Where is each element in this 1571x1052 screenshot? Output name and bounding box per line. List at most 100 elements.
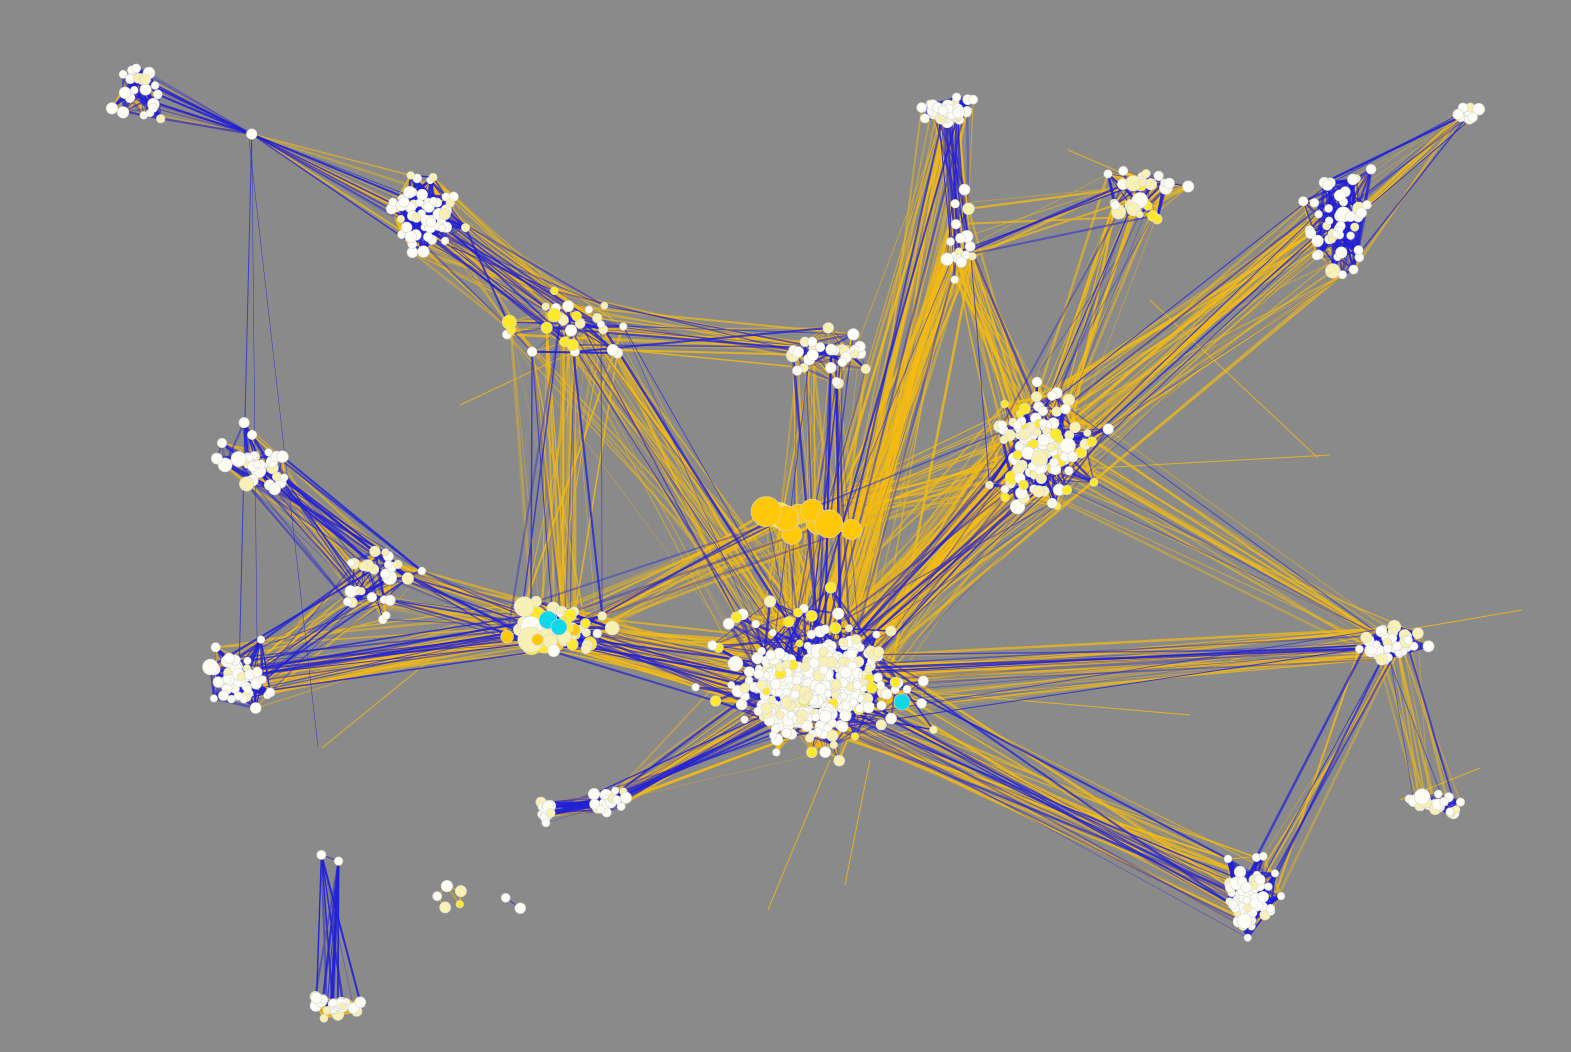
graph-node[interactable] <box>148 103 158 113</box>
graph-node[interactable] <box>393 559 403 570</box>
graph-node[interactable] <box>885 625 897 637</box>
graph-node[interactable] <box>850 732 860 741</box>
graph-node[interactable] <box>1365 164 1377 175</box>
graph-node[interactable] <box>940 252 954 266</box>
graph-node[interactable] <box>818 665 829 675</box>
graph-node[interactable] <box>1102 423 1114 435</box>
graph-node[interactable] <box>885 712 897 725</box>
graph-node[interactable] <box>876 700 887 711</box>
graph-node[interactable] <box>612 795 622 805</box>
graph-node[interactable] <box>581 628 591 638</box>
graph-node[interactable] <box>1353 245 1364 255</box>
graph-node[interactable] <box>1144 178 1157 191</box>
graph-node[interactable] <box>811 712 821 722</box>
graph-node[interactable] <box>398 196 410 208</box>
graph-node[interactable] <box>781 727 792 739</box>
graph-node[interactable] <box>1362 200 1372 210</box>
graph-node[interactable] <box>1243 933 1252 942</box>
graph-node[interactable] <box>850 634 862 645</box>
graph-node[interactable] <box>596 320 605 329</box>
graph-node[interactable] <box>1018 428 1031 441</box>
graph-node[interactable] <box>985 480 994 490</box>
graph-node[interactable] <box>140 74 151 86</box>
graph-node[interactable] <box>757 646 766 656</box>
graph-node[interactable] <box>1037 433 1050 447</box>
graph-node[interactable] <box>152 89 163 100</box>
graph-node[interactable] <box>837 357 848 368</box>
graph-node[interactable] <box>541 818 551 828</box>
graph-node[interactable] <box>150 81 160 90</box>
graph-node[interactable] <box>805 610 818 622</box>
graph-node[interactable] <box>1031 376 1043 388</box>
graph-node[interactable] <box>1118 165 1129 176</box>
graph-node[interactable] <box>769 678 782 690</box>
graph-node[interactable] <box>838 637 849 648</box>
graph-node[interactable] <box>808 657 820 669</box>
graph-node[interactable] <box>1031 449 1049 467</box>
graph-node[interactable] <box>156 114 166 124</box>
graph-node[interactable] <box>584 305 594 314</box>
graph-node[interactable] <box>556 605 566 615</box>
graph-node[interactable] <box>807 336 818 348</box>
graph-node[interactable] <box>1259 851 1268 861</box>
graph-node[interactable] <box>1347 173 1359 186</box>
graph-node[interactable] <box>1467 112 1478 123</box>
graph-node[interactable] <box>951 92 962 102</box>
graph-node[interactable] <box>722 617 735 630</box>
graph-node[interactable] <box>258 675 267 684</box>
graph-node[interactable] <box>691 683 700 692</box>
graph-node[interactable] <box>460 223 470 233</box>
graph-node[interactable] <box>818 710 832 724</box>
graph-node[interactable] <box>840 518 862 540</box>
graph-node[interactable] <box>338 1002 347 1011</box>
graph-node[interactable] <box>604 620 620 636</box>
graph-node[interactable] <box>815 342 826 353</box>
graph-node[interactable] <box>793 607 803 618</box>
graph-node[interactable] <box>245 453 254 462</box>
graph-node[interactable] <box>999 435 1009 445</box>
graph-node[interactable] <box>1311 234 1324 247</box>
graph-node[interactable] <box>1266 903 1276 913</box>
graph-node[interactable] <box>1360 631 1373 644</box>
graph-node[interactable] <box>1346 231 1355 240</box>
graph-node[interactable] <box>243 684 252 694</box>
graph-node[interactable] <box>1375 625 1388 638</box>
graph-node[interactable] <box>354 996 367 1009</box>
graph-node[interactable] <box>246 128 258 140</box>
graph-node[interactable] <box>763 595 777 608</box>
graph-node[interactable] <box>847 660 858 671</box>
graph-node[interactable] <box>1000 484 1010 494</box>
graph-node[interactable] <box>840 700 852 711</box>
graph-node[interactable] <box>276 450 289 463</box>
graph-node[interactable] <box>824 581 837 594</box>
graph-node[interactable] <box>839 692 848 700</box>
graph-node[interactable] <box>243 656 252 665</box>
graph-node[interactable] <box>247 429 258 440</box>
graph-node[interactable] <box>831 377 842 387</box>
graph-node[interactable] <box>381 611 391 620</box>
graph-node[interactable] <box>844 624 853 633</box>
graph-node[interactable] <box>1086 436 1098 447</box>
graph-node[interactable] <box>1236 913 1253 929</box>
graph-node[interactable] <box>803 691 814 701</box>
graph-node[interactable] <box>251 666 263 678</box>
graph-node[interactable] <box>825 362 837 374</box>
graph-node[interactable] <box>416 188 428 201</box>
graph-node[interactable] <box>592 313 603 324</box>
graph-node[interactable] <box>781 687 791 696</box>
graph-node[interactable] <box>1264 882 1273 891</box>
graph-node[interactable] <box>265 687 276 698</box>
graph-node[interactable] <box>750 496 782 528</box>
graph-node[interactable] <box>587 787 601 801</box>
graph-node[interactable] <box>762 687 771 696</box>
graph-node[interactable] <box>814 682 827 695</box>
graph-node[interactable] <box>916 102 928 113</box>
graph-node[interactable] <box>417 566 427 576</box>
graph-node[interactable] <box>958 183 971 196</box>
graph-node[interactable] <box>202 658 219 676</box>
graph-node[interactable] <box>1223 854 1233 864</box>
graph-node[interactable] <box>547 644 561 657</box>
graph-node[interactable] <box>1335 246 1348 259</box>
graph-node[interactable] <box>1433 789 1443 799</box>
